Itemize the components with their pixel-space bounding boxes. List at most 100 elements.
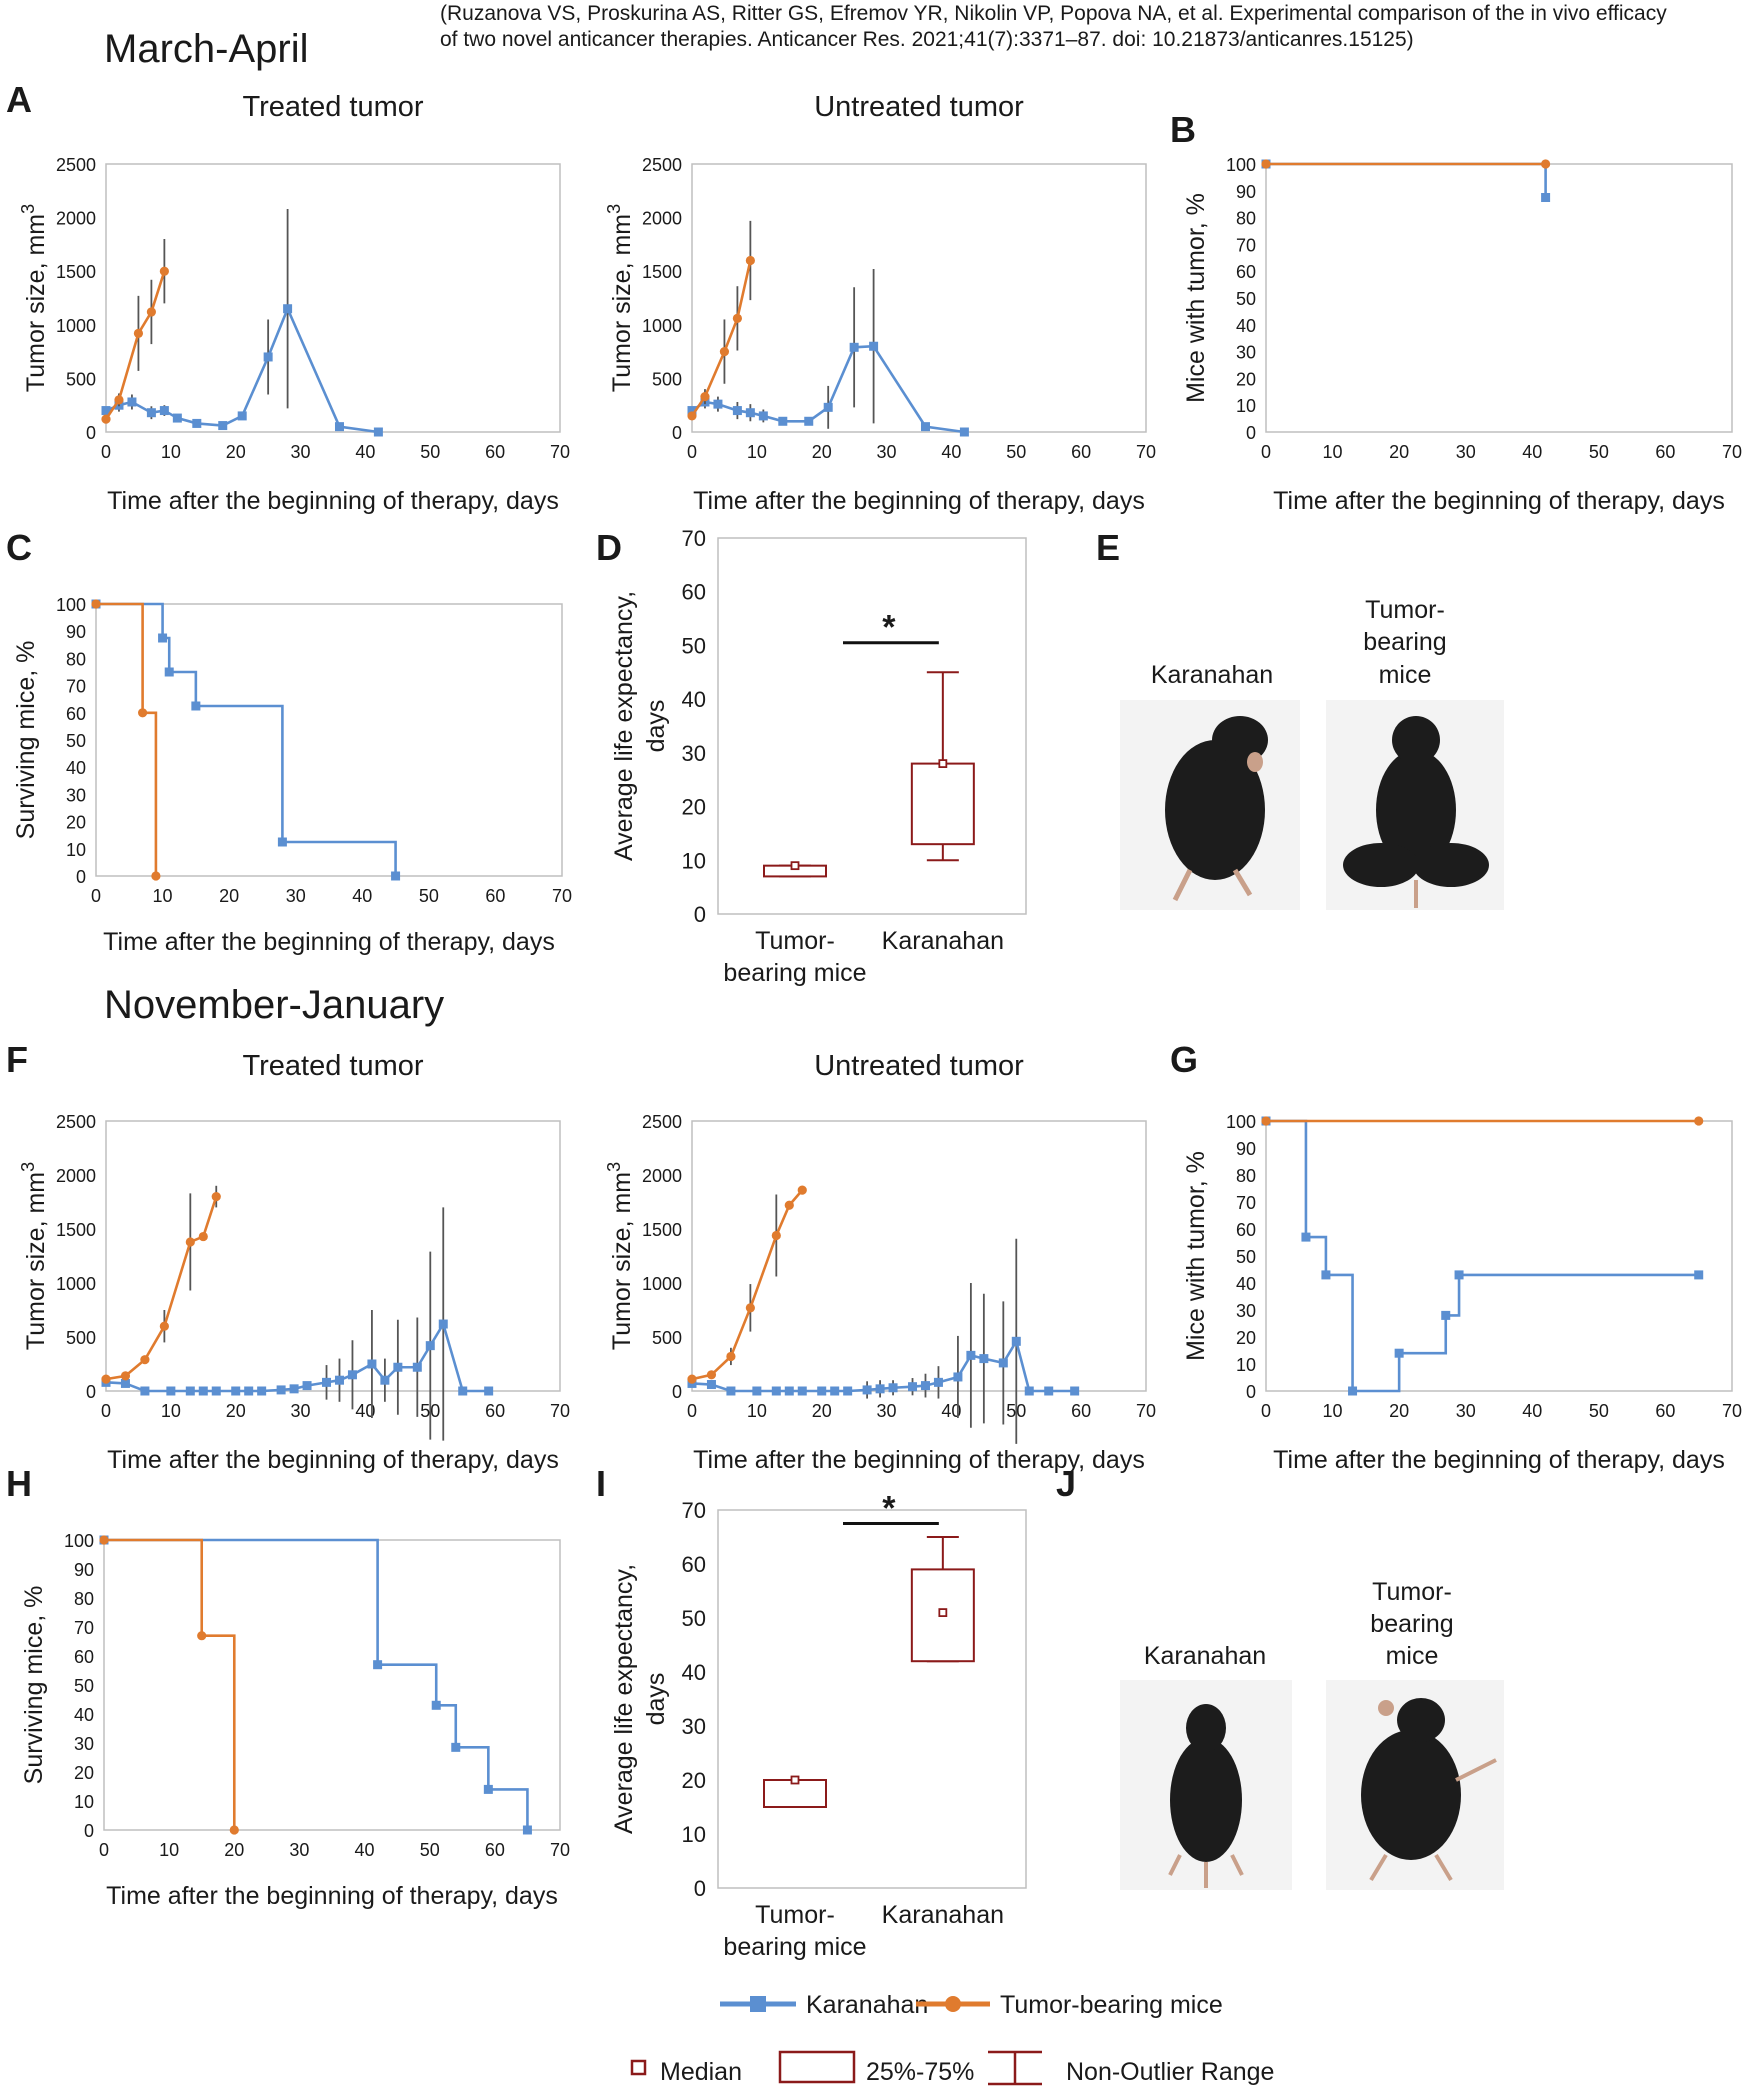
y-axis-label: Average life expectancy, [610, 1564, 638, 1834]
y-tick-label: 70 [1236, 1193, 1256, 1213]
y-tick-label: 20 [1236, 1328, 1256, 1348]
data-point [1694, 1116, 1704, 1126]
y-tick-label: 70 [682, 526, 706, 551]
data-point [908, 1382, 918, 1392]
category-label: Karanahan [882, 927, 1004, 955]
x-axis-label: Time after the beginning of therapy, day… [1273, 1446, 1725, 1474]
y-tick-label: 80 [1236, 1166, 1256, 1186]
series-line [96, 602, 397, 876]
series-line [96, 602, 158, 876]
data-point [244, 1386, 254, 1396]
x-tick-label: 20 [1389, 1401, 1409, 1421]
x-tick-label: 0 [101, 1401, 111, 1421]
chart-b: 0 10 20 30 40 50 60 70 80 90 100 0 10 20 30 40 50 60 70 Tim… [1182, 155, 1742, 515]
data-point [920, 422, 930, 432]
series-tumor-bearing [687, 220, 755, 421]
x-tick-label: 20 [812, 1401, 832, 1421]
y-tick-label: 70 [74, 1618, 94, 1638]
x-tick-label: 60 [1071, 1401, 1091, 1421]
series-line [104, 1538, 529, 1830]
data-point [257, 1386, 267, 1396]
y-tick-label: 20 [74, 1763, 94, 1783]
data-point [1321, 1270, 1331, 1280]
y-axis-label: Tumor size, mm3 [18, 1162, 50, 1350]
x-tick-label: 10 [153, 886, 173, 906]
legend-karanahan-marker [750, 1996, 766, 2012]
legend-median-label: Median [660, 2058, 742, 2086]
data-point [138, 708, 148, 718]
x-tick-label: 30 [877, 1401, 897, 1421]
x-tick-label: 20 [224, 1840, 244, 1860]
data-point [198, 1386, 208, 1396]
data-point [146, 408, 156, 418]
data-point [778, 416, 788, 426]
photo-label-tumor-j-2: bearing [1370, 1610, 1453, 1638]
data-point [920, 1381, 930, 1391]
panel-label-j: J [1056, 1463, 1076, 1504]
y-tick-label: 10 [682, 848, 706, 873]
y-axis-label: Surviving mice, % [12, 641, 40, 840]
panel-label-e: E [1096, 527, 1120, 568]
y-tick-label: 10 [682, 1822, 706, 1847]
x-tick-label: 70 [550, 1401, 570, 1421]
mouse-icon [1361, 1698, 1497, 1882]
y-tick-label: 90 [1236, 1139, 1256, 1159]
x-tick-label: 20 [226, 1401, 246, 1421]
mouse-icon [1165, 716, 1268, 902]
chart-title: Treated tumor [242, 1050, 423, 1082]
data-point [334, 1375, 344, 1385]
data-point [1261, 159, 1271, 169]
data-point [391, 871, 401, 881]
series-line [691, 1338, 1075, 1393]
y-axis-label: Mice with tumor, % [1182, 1151, 1210, 1361]
x-tick-label: 10 [747, 442, 767, 462]
x-tick-label: 70 [552, 886, 572, 906]
data-point [120, 1378, 130, 1388]
data-point [1044, 1386, 1054, 1396]
y-tick-label: 10 [1236, 396, 1256, 416]
y-tick-label: 500 [652, 1328, 682, 1348]
x-tick-label: 0 [1261, 442, 1271, 462]
legend-iqr-label: 25%-75% [866, 2058, 974, 2086]
data-point [438, 1319, 448, 1329]
series-karanahan [1261, 1116, 1704, 1396]
x-tick-label: 60 [485, 886, 505, 906]
photo-tumor-mouse-j [1326, 1680, 1504, 1890]
y-tick-label: 50 [74, 1676, 94, 1696]
data-point [1070, 1386, 1080, 1396]
data-point [817, 1386, 827, 1396]
y-tick-label: 2000 [56, 209, 96, 229]
panel-label-c: C [6, 527, 32, 568]
y-tick-label: 100 [64, 1531, 94, 1551]
x-tick-label: 0 [1261, 1401, 1271, 1421]
legend-iqr-box [778, 2050, 856, 2084]
plot-frame [1265, 1120, 1733, 1392]
y-tick-label: 2000 [642, 209, 682, 229]
x-tick-label: 30 [291, 1401, 311, 1421]
y-tick-label: 60 [66, 704, 86, 724]
data-point [830, 1386, 840, 1396]
significance-star: * [882, 1490, 896, 1528]
plot-frame [105, 163, 561, 433]
x-tick-label: 70 [1722, 442, 1742, 462]
series-karanahan [687, 269, 969, 437]
y-tick-label: 2500 [56, 155, 96, 175]
data-point [347, 1370, 357, 1380]
y-axis-label-text: Tumor size, mm [608, 214, 636, 392]
data-point [140, 1355, 150, 1365]
data-point [127, 397, 137, 407]
box-karanahan [910, 671, 975, 862]
y-axis-label-text: Surviving mice, % [12, 641, 40, 840]
y-tick-label: 70 [682, 1498, 706, 1523]
data-point [229, 1825, 239, 1835]
x-axis-label: Time after the beginning of therapy, day… [693, 1446, 1145, 1474]
series-tumor-bearing [101, 1185, 221, 1384]
median-marker [938, 759, 948, 768]
data-point [159, 1321, 169, 1331]
y-tick-label: 0 [1246, 1382, 1256, 1402]
y-axis-label-superscript: 3 [604, 1162, 624, 1172]
data-point [431, 1700, 441, 1710]
y-tick-label: 1000 [56, 316, 96, 336]
data-point [797, 1386, 807, 1396]
